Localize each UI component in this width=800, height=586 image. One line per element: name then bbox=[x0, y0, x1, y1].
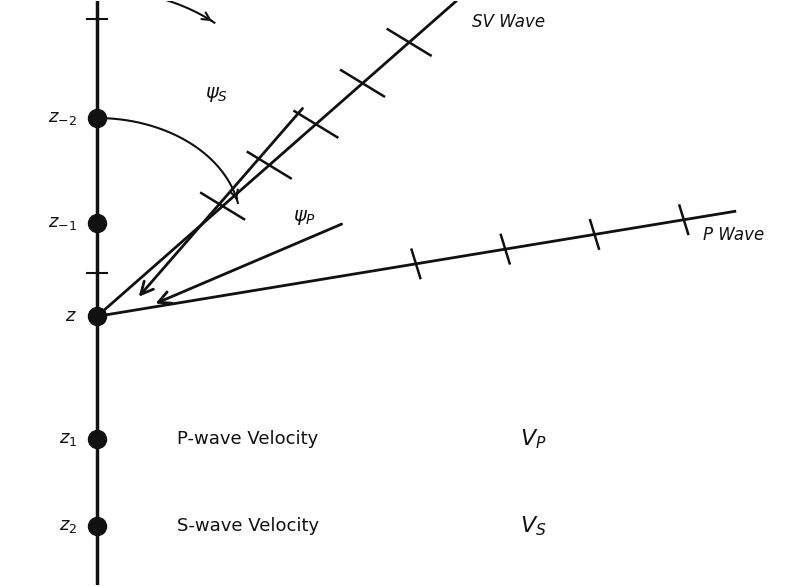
Text: P-wave Velocity: P-wave Velocity bbox=[177, 430, 318, 448]
Text: $\psi_P$: $\psi_P$ bbox=[293, 207, 316, 227]
Text: P Wave: P Wave bbox=[703, 226, 764, 244]
Text: S-wave Velocity: S-wave Velocity bbox=[177, 517, 319, 535]
Text: $V_S$: $V_S$ bbox=[519, 515, 546, 538]
Text: $\psi_S$: $\psi_S$ bbox=[205, 85, 228, 104]
Text: $z_{-1}$: $z_{-1}$ bbox=[48, 214, 77, 232]
Text: $z_{2}$: $z_{2}$ bbox=[59, 517, 77, 535]
Text: SV Wave: SV Wave bbox=[472, 13, 545, 31]
Text: $z$: $z$ bbox=[66, 307, 77, 325]
Text: $z_{1}$: $z_{1}$ bbox=[58, 430, 77, 448]
Text: $V_P$: $V_P$ bbox=[519, 427, 546, 451]
Text: $z_{-2}$: $z_{-2}$ bbox=[48, 109, 77, 127]
